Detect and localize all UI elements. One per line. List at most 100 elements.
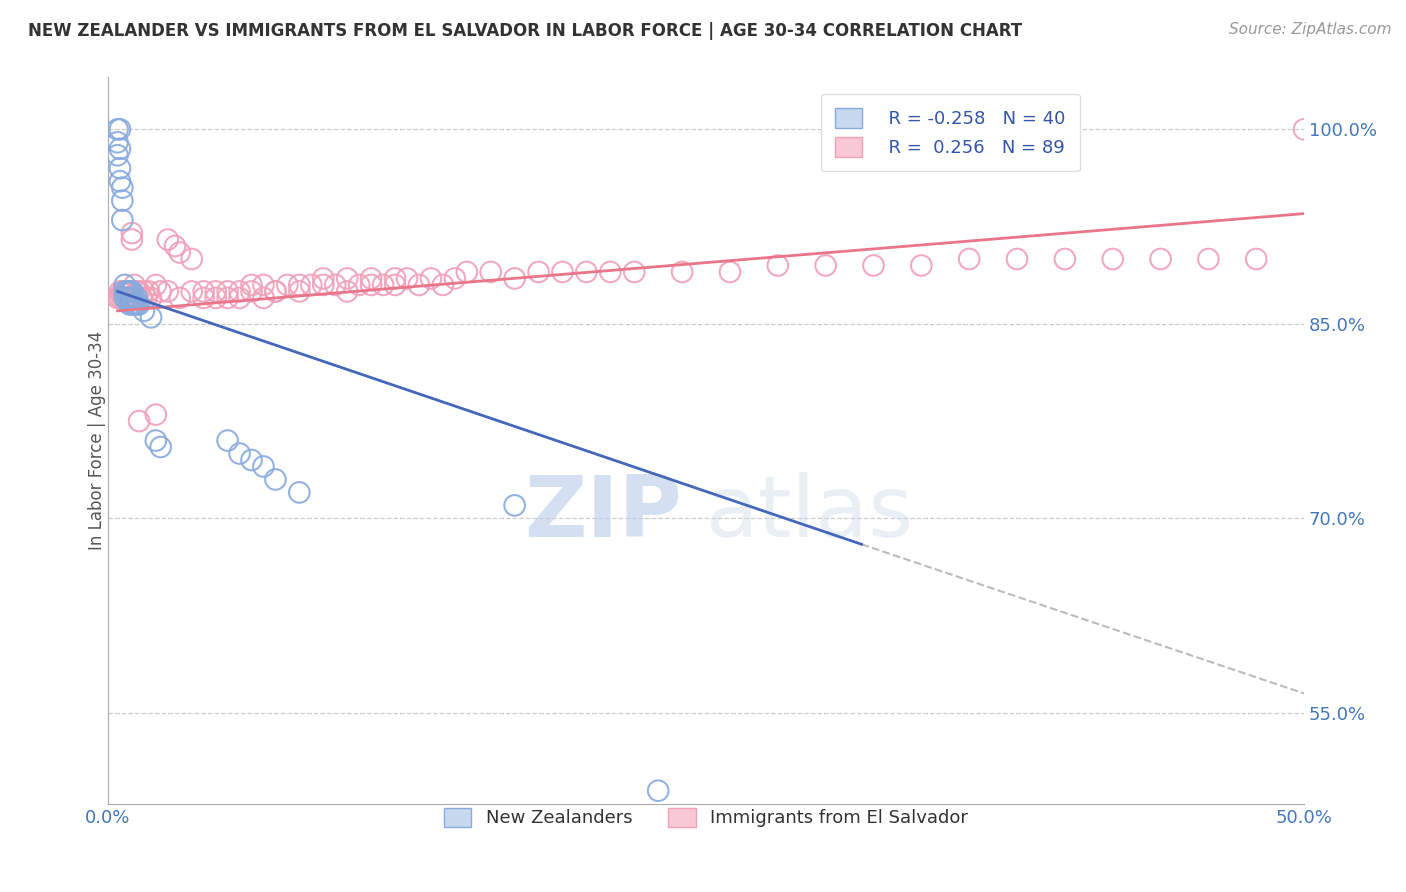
Point bbox=[114, 277, 136, 292]
Point bbox=[163, 239, 186, 253]
Point bbox=[217, 291, 239, 305]
Point bbox=[360, 271, 382, 285]
Point bbox=[135, 291, 157, 305]
Point bbox=[114, 285, 136, 299]
Point bbox=[131, 291, 153, 305]
Point bbox=[114, 291, 136, 305]
Point bbox=[111, 180, 134, 194]
Point bbox=[444, 271, 467, 285]
Point bbox=[111, 213, 134, 227]
Text: Source: ZipAtlas.com: Source: ZipAtlas.com bbox=[1229, 22, 1392, 37]
Point bbox=[128, 297, 150, 311]
Point bbox=[217, 285, 239, 299]
Point bbox=[1149, 252, 1171, 266]
Point bbox=[111, 194, 134, 208]
Point bbox=[169, 291, 191, 305]
Point bbox=[138, 285, 160, 299]
Point bbox=[124, 291, 146, 305]
Point bbox=[107, 291, 129, 305]
Point bbox=[288, 277, 311, 292]
Point bbox=[1005, 252, 1028, 266]
Point bbox=[252, 459, 274, 474]
Point bbox=[240, 277, 263, 292]
Point bbox=[252, 277, 274, 292]
Point bbox=[108, 142, 131, 156]
Y-axis label: In Labor Force | Age 30-34: In Labor Force | Age 30-34 bbox=[89, 331, 105, 550]
Point bbox=[115, 285, 138, 299]
Point bbox=[107, 122, 129, 136]
Text: NEW ZEALANDER VS IMMIGRANTS FROM EL SALVADOR IN LABOR FORCE | AGE 30-34 CORRELAT: NEW ZEALANDER VS IMMIGRANTS FROM EL SALV… bbox=[28, 22, 1022, 40]
Point bbox=[814, 259, 837, 273]
Point bbox=[252, 291, 274, 305]
Text: ZIP: ZIP bbox=[524, 472, 682, 555]
Point bbox=[336, 271, 359, 285]
Point bbox=[139, 310, 162, 325]
Point bbox=[193, 291, 215, 305]
Point bbox=[121, 291, 143, 305]
Point bbox=[384, 271, 406, 285]
Point bbox=[121, 285, 143, 299]
Point bbox=[115, 291, 138, 305]
Point bbox=[180, 252, 202, 266]
Point bbox=[121, 297, 143, 311]
Point bbox=[228, 291, 250, 305]
Point bbox=[169, 245, 191, 260]
Point bbox=[217, 434, 239, 448]
Point bbox=[228, 446, 250, 460]
Point bbox=[128, 414, 150, 428]
Point bbox=[312, 271, 335, 285]
Point bbox=[108, 285, 131, 299]
Point bbox=[108, 161, 131, 176]
Point bbox=[118, 285, 141, 299]
Point bbox=[299, 277, 322, 292]
Point bbox=[125, 285, 148, 299]
Point bbox=[264, 472, 287, 486]
Text: atlas: atlas bbox=[706, 472, 914, 555]
Point bbox=[264, 285, 287, 299]
Point bbox=[384, 277, 406, 292]
Point bbox=[107, 148, 129, 162]
Point bbox=[240, 285, 263, 299]
Point bbox=[108, 174, 131, 188]
Point bbox=[347, 277, 370, 292]
Point bbox=[121, 233, 143, 247]
Point bbox=[124, 277, 146, 292]
Point bbox=[671, 265, 693, 279]
Point bbox=[108, 291, 131, 305]
Point bbox=[145, 408, 167, 422]
Point bbox=[456, 265, 478, 279]
Point bbox=[132, 285, 155, 299]
Point bbox=[599, 265, 621, 279]
Point bbox=[125, 291, 148, 305]
Point bbox=[128, 285, 150, 299]
Point bbox=[647, 783, 669, 797]
Point bbox=[111, 291, 134, 305]
Point bbox=[910, 259, 932, 273]
Point bbox=[193, 285, 215, 299]
Point bbox=[118, 285, 141, 299]
Point bbox=[264, 285, 287, 299]
Point bbox=[204, 285, 226, 299]
Point bbox=[718, 265, 741, 279]
Point bbox=[114, 285, 136, 299]
Point bbox=[149, 285, 172, 299]
Point bbox=[118, 297, 141, 311]
Point bbox=[503, 271, 526, 285]
Point bbox=[479, 265, 502, 279]
Point bbox=[419, 271, 441, 285]
Point bbox=[408, 277, 430, 292]
Point bbox=[957, 252, 980, 266]
Point bbox=[288, 485, 311, 500]
Point bbox=[121, 226, 143, 240]
Point bbox=[766, 259, 789, 273]
Point bbox=[276, 277, 298, 292]
Point bbox=[108, 122, 131, 136]
Point bbox=[395, 271, 418, 285]
Point bbox=[360, 277, 382, 292]
Legend: New Zealanders, Immigrants from El Salvador: New Zealanders, Immigrants from El Salva… bbox=[437, 801, 976, 835]
Point bbox=[527, 265, 550, 279]
Point bbox=[371, 277, 394, 292]
Point bbox=[1197, 252, 1219, 266]
Point bbox=[115, 291, 138, 305]
Point bbox=[323, 277, 346, 292]
